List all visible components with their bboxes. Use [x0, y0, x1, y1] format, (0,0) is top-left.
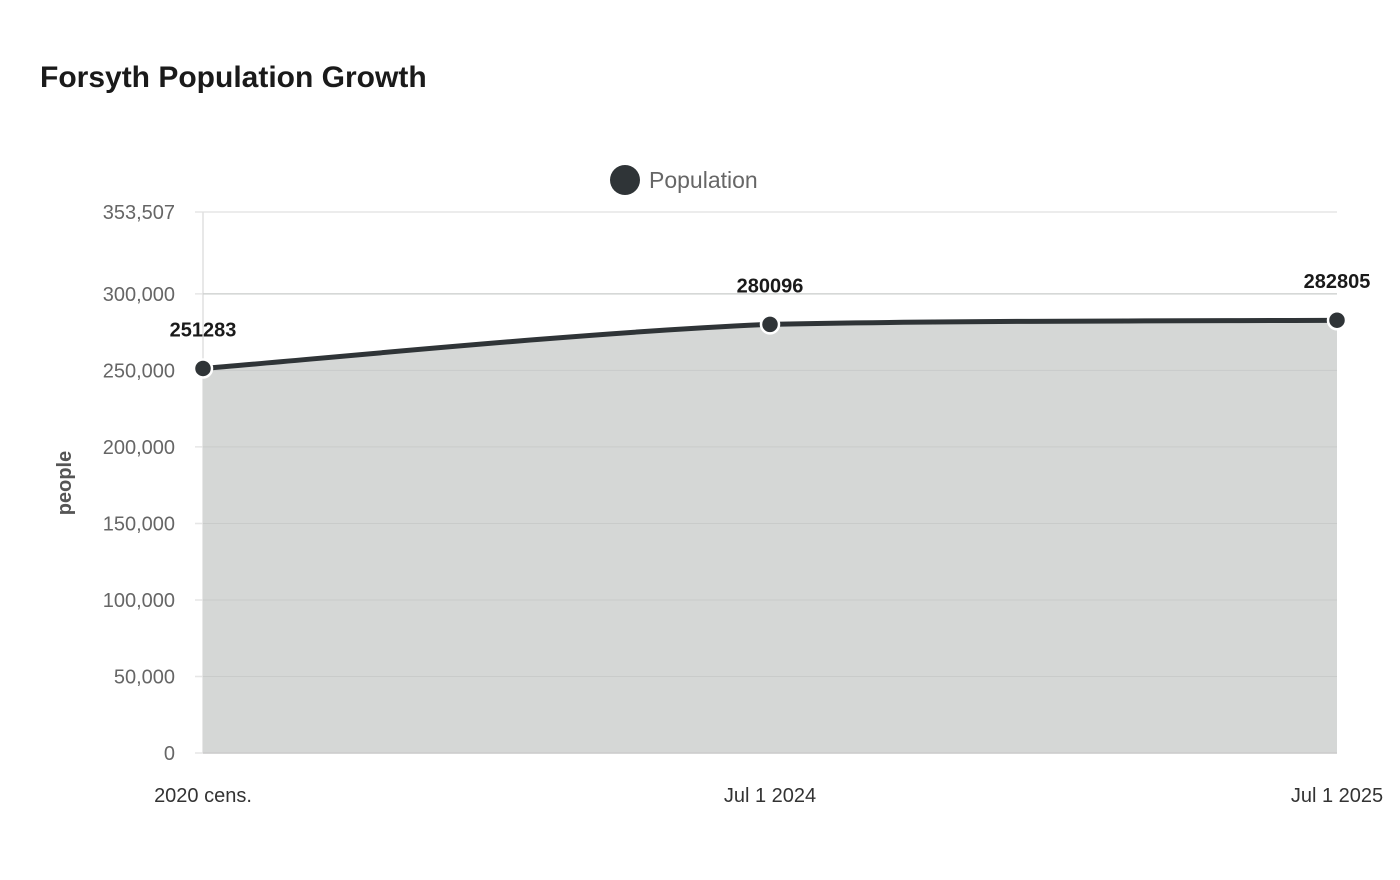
data-point	[192, 358, 214, 379]
y-tick-label: 353,507	[103, 202, 175, 224]
data-label: 251283	[170, 319, 237, 341]
y-tick-label: 300,000	[103, 284, 175, 306]
legend-label: Population	[649, 167, 758, 193]
y-tick-label: 100,000	[103, 590, 175, 612]
y-tick-label: 200,000	[103, 437, 175, 459]
y-tick-label: 250,000	[103, 360, 175, 382]
data-point	[759, 314, 781, 335]
x-tick-label: Jul 1 2025	[1291, 785, 1383, 807]
y-tick-label: 50,000	[114, 666, 175, 688]
data-point	[1326, 309, 1348, 331]
x-tick-label: 2020 cens.	[154, 785, 252, 807]
y-tick-label: 0	[164, 743, 175, 765]
y-axis-label: people	[54, 451, 76, 515]
area-fill	[203, 320, 1337, 753]
y-tick-label: 150,000	[103, 513, 175, 535]
x-tick-label: Jul 1 2024	[724, 785, 816, 807]
legend-marker	[610, 165, 640, 195]
data-label: 280096	[737, 275, 804, 297]
data-label: 282805	[1304, 271, 1371, 293]
chart-title: Forsyth Population Growth	[40, 61, 427, 94]
